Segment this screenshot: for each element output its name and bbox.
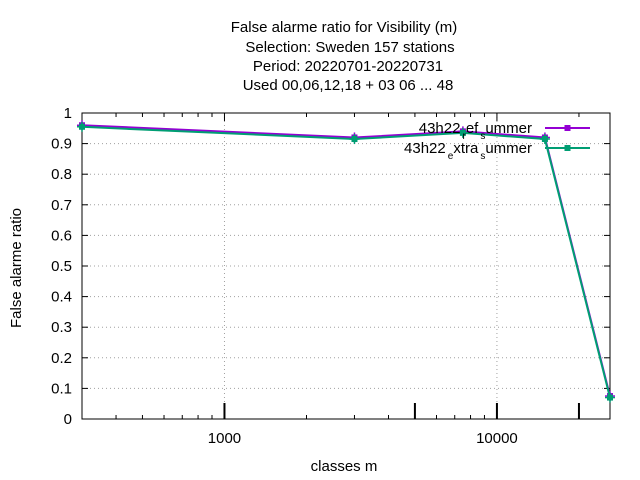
chart-title: False alarme ratio for Visibility (m) Se… bbox=[231, 19, 457, 94]
series-2 bbox=[77, 121, 615, 403]
y-tick-label: 0.6 bbox=[51, 227, 72, 244]
title-line-4: Used 00,06,12,18 + 03 06 ... 48 bbox=[243, 77, 454, 94]
y-tick-label: 0.1 bbox=[51, 380, 72, 397]
legend-label: 43h22 ref summer bbox=[419, 120, 532, 142]
y-tick-label: 0.8 bbox=[51, 166, 72, 183]
y-tick-label: 0.3 bbox=[51, 319, 72, 336]
plot-frame bbox=[81, 112, 611, 420]
legend-marker bbox=[564, 125, 571, 131]
title-line-3: Period: 20220701-20220731 bbox=[253, 58, 443, 75]
y-tick-label: 0.9 bbox=[51, 136, 72, 153]
y-tick-label: 1 bbox=[64, 105, 72, 122]
series-line bbox=[81, 124, 611, 397]
grid bbox=[82, 113, 610, 419]
y-axis-label: False alarme ratio bbox=[8, 208, 25, 328]
x-tick-label: 10000 bbox=[476, 430, 518, 447]
y-tick-label: 0.2 bbox=[51, 350, 72, 367]
legend-label: 43h22 extra summer bbox=[404, 140, 532, 162]
legend-entry-1: 43h22 ref summer bbox=[419, 120, 590, 142]
axes: 0 0.1 0.2 0.3 0.4 0.5 0.6 0.7 0.8 0.9 1 1000 10000 bbox=[51, 105, 611, 447]
y-tick-label: 0.5 bbox=[51, 258, 72, 275]
series bbox=[77, 120, 615, 403]
title-line-1: False alarme ratio for Visibility (m) bbox=[231, 19, 457, 36]
series-line bbox=[81, 125, 611, 398]
title-line-2: Selection: Sweden 157 stations bbox=[245, 39, 454, 56]
series-1 bbox=[77, 120, 615, 402]
x-axis-label: classes m bbox=[311, 458, 378, 475]
y-tick-label: 0.7 bbox=[51, 197, 72, 214]
y-tick-label: 0 bbox=[64, 411, 72, 428]
x-tick-label: 1000 bbox=[208, 430, 241, 447]
legend-marker bbox=[564, 145, 571, 151]
y-tick-label: 0.4 bbox=[51, 289, 72, 306]
legend-entry-2: 43h22 extra summer bbox=[404, 140, 590, 162]
